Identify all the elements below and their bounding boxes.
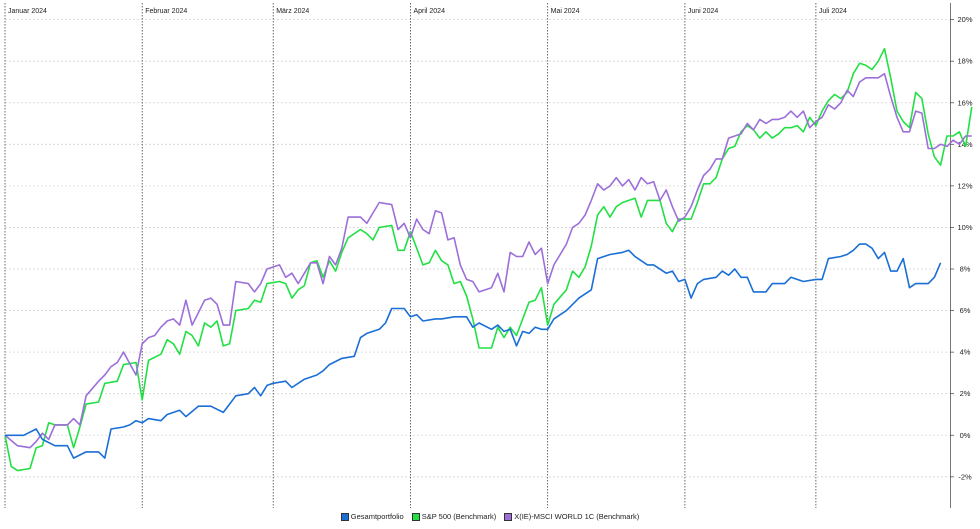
y-tick-label: 12% (957, 181, 972, 190)
y-tick-label: 20% (957, 15, 972, 24)
line-chart-canvas: Januar 2024 Februar 2024 März 2024 April 20… (4, 3, 973, 508)
legend-swatch (340, 512, 349, 521)
y-tick-label: 16% (957, 98, 972, 107)
legend-swatch (411, 512, 420, 521)
y-tick-label: 6% (960, 306, 971, 315)
y-tick-label: 18% (957, 57, 972, 66)
y-axis: -2%0%2%4%6%8%10%12%14%16%18%20% (950, 15, 973, 481)
series-line-s-p-500-benchmark (4, 47, 973, 472)
series-line-x-ie-msci-world-1c-benchmark (4, 72, 972, 449)
month-label: Januar 2024 (8, 8, 47, 15)
legend-swatch (504, 512, 513, 521)
y-tick-label: 2% (960, 389, 971, 398)
month-label: Juni 2024 (688, 8, 718, 15)
month-label: April 2024 (413, 8, 445, 15)
month-label: Juli 2024 (819, 8, 847, 15)
series-lines (4, 47, 973, 472)
y-tick-label: 0% (960, 431, 971, 440)
legend-label: S&P 500 (Benchmark) (421, 512, 497, 521)
month-axis: Januar 2024 Februar 2024 März 2024 April 20… (4, 3, 847, 508)
legend-label: X(IE)-MSCI WORLD 1C (Benchmark) (514, 512, 640, 521)
y-tick-label: 4% (960, 348, 971, 357)
grid (5, 3, 951, 508)
month-label: Februar 2024 (145, 8, 187, 15)
y-tick-label: -2% (958, 472, 972, 481)
y-tick-label: 8% (960, 265, 971, 274)
legend-label: Gesamtportfolio (350, 512, 404, 521)
series-line-gesamtportfolio (5, 243, 942, 459)
legend-item-gesamtportfolio[interactable]: Gesamtportfolio (340, 512, 404, 521)
legend-item-sp500[interactable]: S&P 500 (Benchmark) (411, 512, 497, 521)
month-label: Mai 2024 (551, 8, 580, 15)
month-label: März 2024 (276, 8, 309, 15)
legend-item-msci-world[interactable]: X(IE)-MSCI WORLD 1C (Benchmark) (504, 512, 639, 521)
y-tick-label: 10% (957, 223, 972, 232)
legend: Gesamtportfolio S&P 500 (Benchmark) X(IE… (0, 512, 980, 521)
